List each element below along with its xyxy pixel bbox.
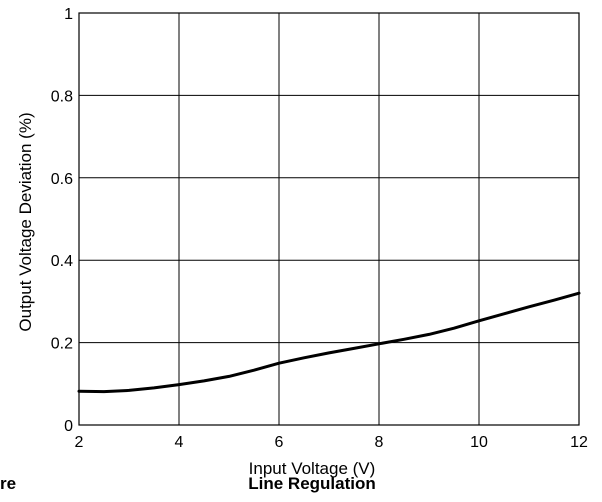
y-tick-label: 0.4 — [51, 253, 73, 270]
grid — [78, 12, 580, 426]
x-axis-label: Input Voltage (V) — [249, 459, 376, 478]
x-tick-label: 10 — [470, 434, 488, 451]
x-tick-labels: 2 4 6 8 10 12 — [75, 434, 588, 451]
chart-title: Line Regulation — [248, 474, 376, 493]
y-tick-label: 1 — [64, 6, 73, 23]
x-tick-label: 4 — [175, 434, 184, 451]
x-tick-label: 2 — [75, 434, 84, 451]
y-tick-label: 0.6 — [51, 171, 73, 188]
y-tick-label: 0.2 — [51, 336, 73, 353]
x-tick-label: 12 — [570, 434, 588, 451]
plot-frame — [78, 12, 580, 426]
y-tick-label: 0.8 — [51, 88, 73, 105]
series-line — [77, 291, 581, 394]
y-tick-label: 0 — [64, 418, 73, 435]
y-axis-label: Output Voltage Deviation (%) — [16, 112, 35, 331]
x-tick-label: 6 — [275, 434, 284, 451]
y-tick-labels: 0 0.2 0.4 0.6 0.8 1 — [51, 6, 73, 435]
caption-fragment: re — [0, 474, 16, 493]
x-tick-label: 8 — [375, 434, 384, 451]
